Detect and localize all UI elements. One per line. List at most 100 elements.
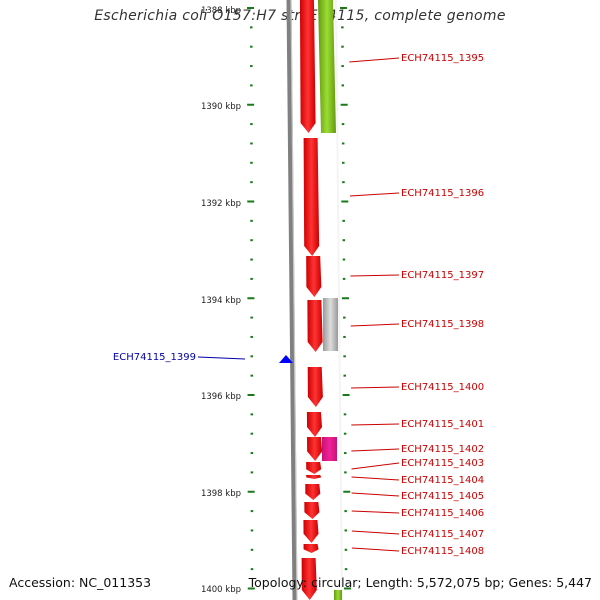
leader-line <box>351 547 400 552</box>
minor-tick <box>342 239 346 242</box>
backbone-highlight <box>290 0 298 600</box>
minor-tick <box>250 45 253 48</box>
major-tick <box>247 394 255 396</box>
minor-tick <box>342 277 346 280</box>
minor-tick <box>344 548 348 551</box>
major-tick <box>247 200 255 203</box>
minor-tick <box>343 413 347 416</box>
minor-tick <box>344 510 347 513</box>
major-tick <box>247 103 255 106</box>
major-tick <box>340 103 348 106</box>
minor-tick <box>344 568 348 571</box>
major-tick <box>341 297 349 300</box>
gene-arrow <box>306 256 322 297</box>
minor-tick <box>250 277 253 280</box>
minor-tick <box>250 568 254 571</box>
gene-label: ECH74115_1402 <box>401 444 484 455</box>
feature-track <box>318 0 342 600</box>
leader-line <box>351 510 400 514</box>
minor-tick <box>250 548 254 551</box>
minor-tick <box>250 374 253 377</box>
minor-tick <box>250 471 254 474</box>
minor-tick <box>250 413 254 416</box>
scale-ticks-left <box>246 7 255 590</box>
minor-tick <box>341 142 345 145</box>
gene-label: ECH74115_1400 <box>401 382 484 393</box>
major-tick <box>342 394 350 396</box>
minor-tick <box>250 161 253 164</box>
minor-tick <box>250 219 253 222</box>
gene-arrow <box>303 544 319 553</box>
minor-tick <box>250 258 253 261</box>
minor-tick <box>341 26 344 29</box>
feature-box <box>318 0 336 133</box>
minor-tick <box>250 335 253 338</box>
leader-line <box>197 356 246 360</box>
major-tick <box>246 7 254 9</box>
leader-line <box>351 462 400 470</box>
gene-label: ECH74115_1405 <box>401 491 484 502</box>
major-tick <box>247 587 255 590</box>
gene-label: ECH74115_1407 <box>401 529 484 540</box>
leader-line <box>349 192 400 197</box>
minor-tick <box>343 335 346 338</box>
minor-tick <box>341 45 344 48</box>
minor-tick <box>344 452 347 455</box>
leader-line <box>349 57 400 63</box>
minor-tick <box>344 529 348 532</box>
minor-tick <box>250 123 253 126</box>
gene-label: ECH74115_1406 <box>401 508 484 519</box>
gene-label: ECH74115_1408 <box>401 546 484 557</box>
minor-tick <box>250 84 253 87</box>
leader-line <box>350 274 400 277</box>
minor-tick <box>250 355 253 358</box>
gene-label: ECH74115_1395 <box>401 53 484 64</box>
outer-ring-line <box>335 0 343 600</box>
scale-labels: 1388 kbp 1390 kbp 1392 kbp 1394 kbp 1396 kbp… <box>201 6 241 595</box>
minor-tick <box>342 181 345 184</box>
minor-tick <box>341 84 345 87</box>
leader-line <box>351 492 400 497</box>
genome-summary: Topology: circular; Length: 5,572,075 bp… <box>248 575 592 590</box>
feature-box <box>322 437 337 461</box>
minor-tick <box>250 510 254 513</box>
minor-tick <box>250 432 254 435</box>
gene-arrow <box>303 138 320 256</box>
feature-box <box>323 298 338 351</box>
feature-box <box>334 590 342 600</box>
gene-label: ECH74115_1399 <box>113 352 196 363</box>
genome-backbone <box>286 0 343 600</box>
scale-ticks-right <box>339 7 351 590</box>
scale-label: 1396 kbp <box>201 392 241 402</box>
minor-tick <box>342 219 345 222</box>
scale-label: 1390 kbp <box>201 102 241 112</box>
leader-line <box>351 476 400 481</box>
map-title: Escherichia coli O157:H7 str. EC4115, co… <box>94 8 506 24</box>
gene-arrow <box>307 300 323 352</box>
scale-label: 1388 kbp <box>201 6 241 16</box>
minor-tick <box>250 239 253 242</box>
minor-tick <box>343 374 346 377</box>
backbone-line <box>286 0 298 600</box>
minor-tick <box>344 471 347 474</box>
gene-arrow <box>303 520 319 543</box>
minor-tick <box>341 65 344 68</box>
major-tick <box>343 587 351 590</box>
scale-label: 1394 kbp <box>201 296 241 306</box>
minor-tick <box>250 452 254 455</box>
leader-line <box>350 323 400 327</box>
gene-label: ECH74115_1404 <box>401 475 484 486</box>
minor-tick <box>250 142 253 145</box>
gene-label: ECH74115_1401 <box>401 419 484 430</box>
gene-labels: ECH74115_1395 ECH74115_1396 ECH74115_1397 E… <box>113 53 484 557</box>
gene-arrow <box>306 462 322 474</box>
minor-tick <box>343 432 347 435</box>
gene-arrow <box>307 437 323 461</box>
gene-label: ECH74115_1397 <box>401 270 484 281</box>
leader-line <box>351 423 400 426</box>
gene-arrow-reverse <box>279 355 293 363</box>
scale-label: 1392 kbp <box>201 199 241 209</box>
major-tick <box>339 7 347 9</box>
leader-line <box>351 448 400 452</box>
